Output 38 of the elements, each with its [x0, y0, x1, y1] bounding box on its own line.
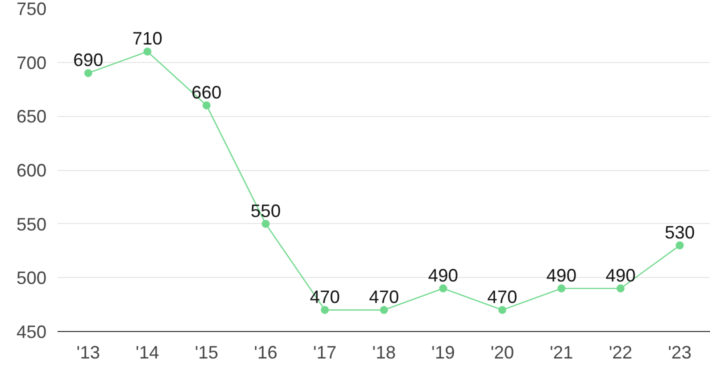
y-tick-label: 750 [16, 0, 47, 19]
x-tick-label: '15 [194, 342, 218, 362]
y-tick-label: 500 [16, 268, 47, 288]
data-label: 490 [546, 265, 576, 286]
y-tick-label: 650 [16, 106, 47, 127]
data-label: 690 [73, 50, 104, 70]
point [380, 306, 388, 314]
data-label: 470 [368, 286, 400, 307]
y-tick-label: 450 [16, 322, 47, 342]
x-tick-label: '13 [76, 342, 100, 362]
point [439, 284, 448, 292]
data-label: 470 [487, 286, 518, 307]
x-tick-label: '16 [254, 342, 278, 362]
point [320, 306, 329, 314]
point [498, 306, 506, 314]
point [557, 284, 566, 292]
y-tick-label: 550 [16, 214, 47, 234]
x-tick-label: '20 [490, 342, 514, 362]
point [676, 241, 684, 250]
data-label: 530 [664, 222, 695, 242]
data-label: 710 [132, 28, 162, 49]
x-tick-label: '17 [313, 342, 337, 362]
x-tick-label: '22 [608, 342, 632, 362]
y-tick-label: 700 [16, 52, 47, 73]
point [143, 48, 152, 56]
y-tick-label: 600 [16, 160, 47, 180]
point [262, 220, 270, 228]
x-tick-label: '14 [136, 342, 160, 362]
x-tick-label: '23 [668, 342, 692, 362]
x-tick-label: '19 [431, 342, 455, 362]
data-label: 490 [606, 265, 636, 286]
data-label: 490 [428, 265, 458, 286]
x-tick-label: '21 [550, 342, 574, 362]
point [202, 101, 211, 110]
point [84, 69, 92, 78]
data-label: 660 [192, 82, 222, 102]
x-tick-label: '18 [372, 342, 396, 362]
point [616, 284, 625, 292]
